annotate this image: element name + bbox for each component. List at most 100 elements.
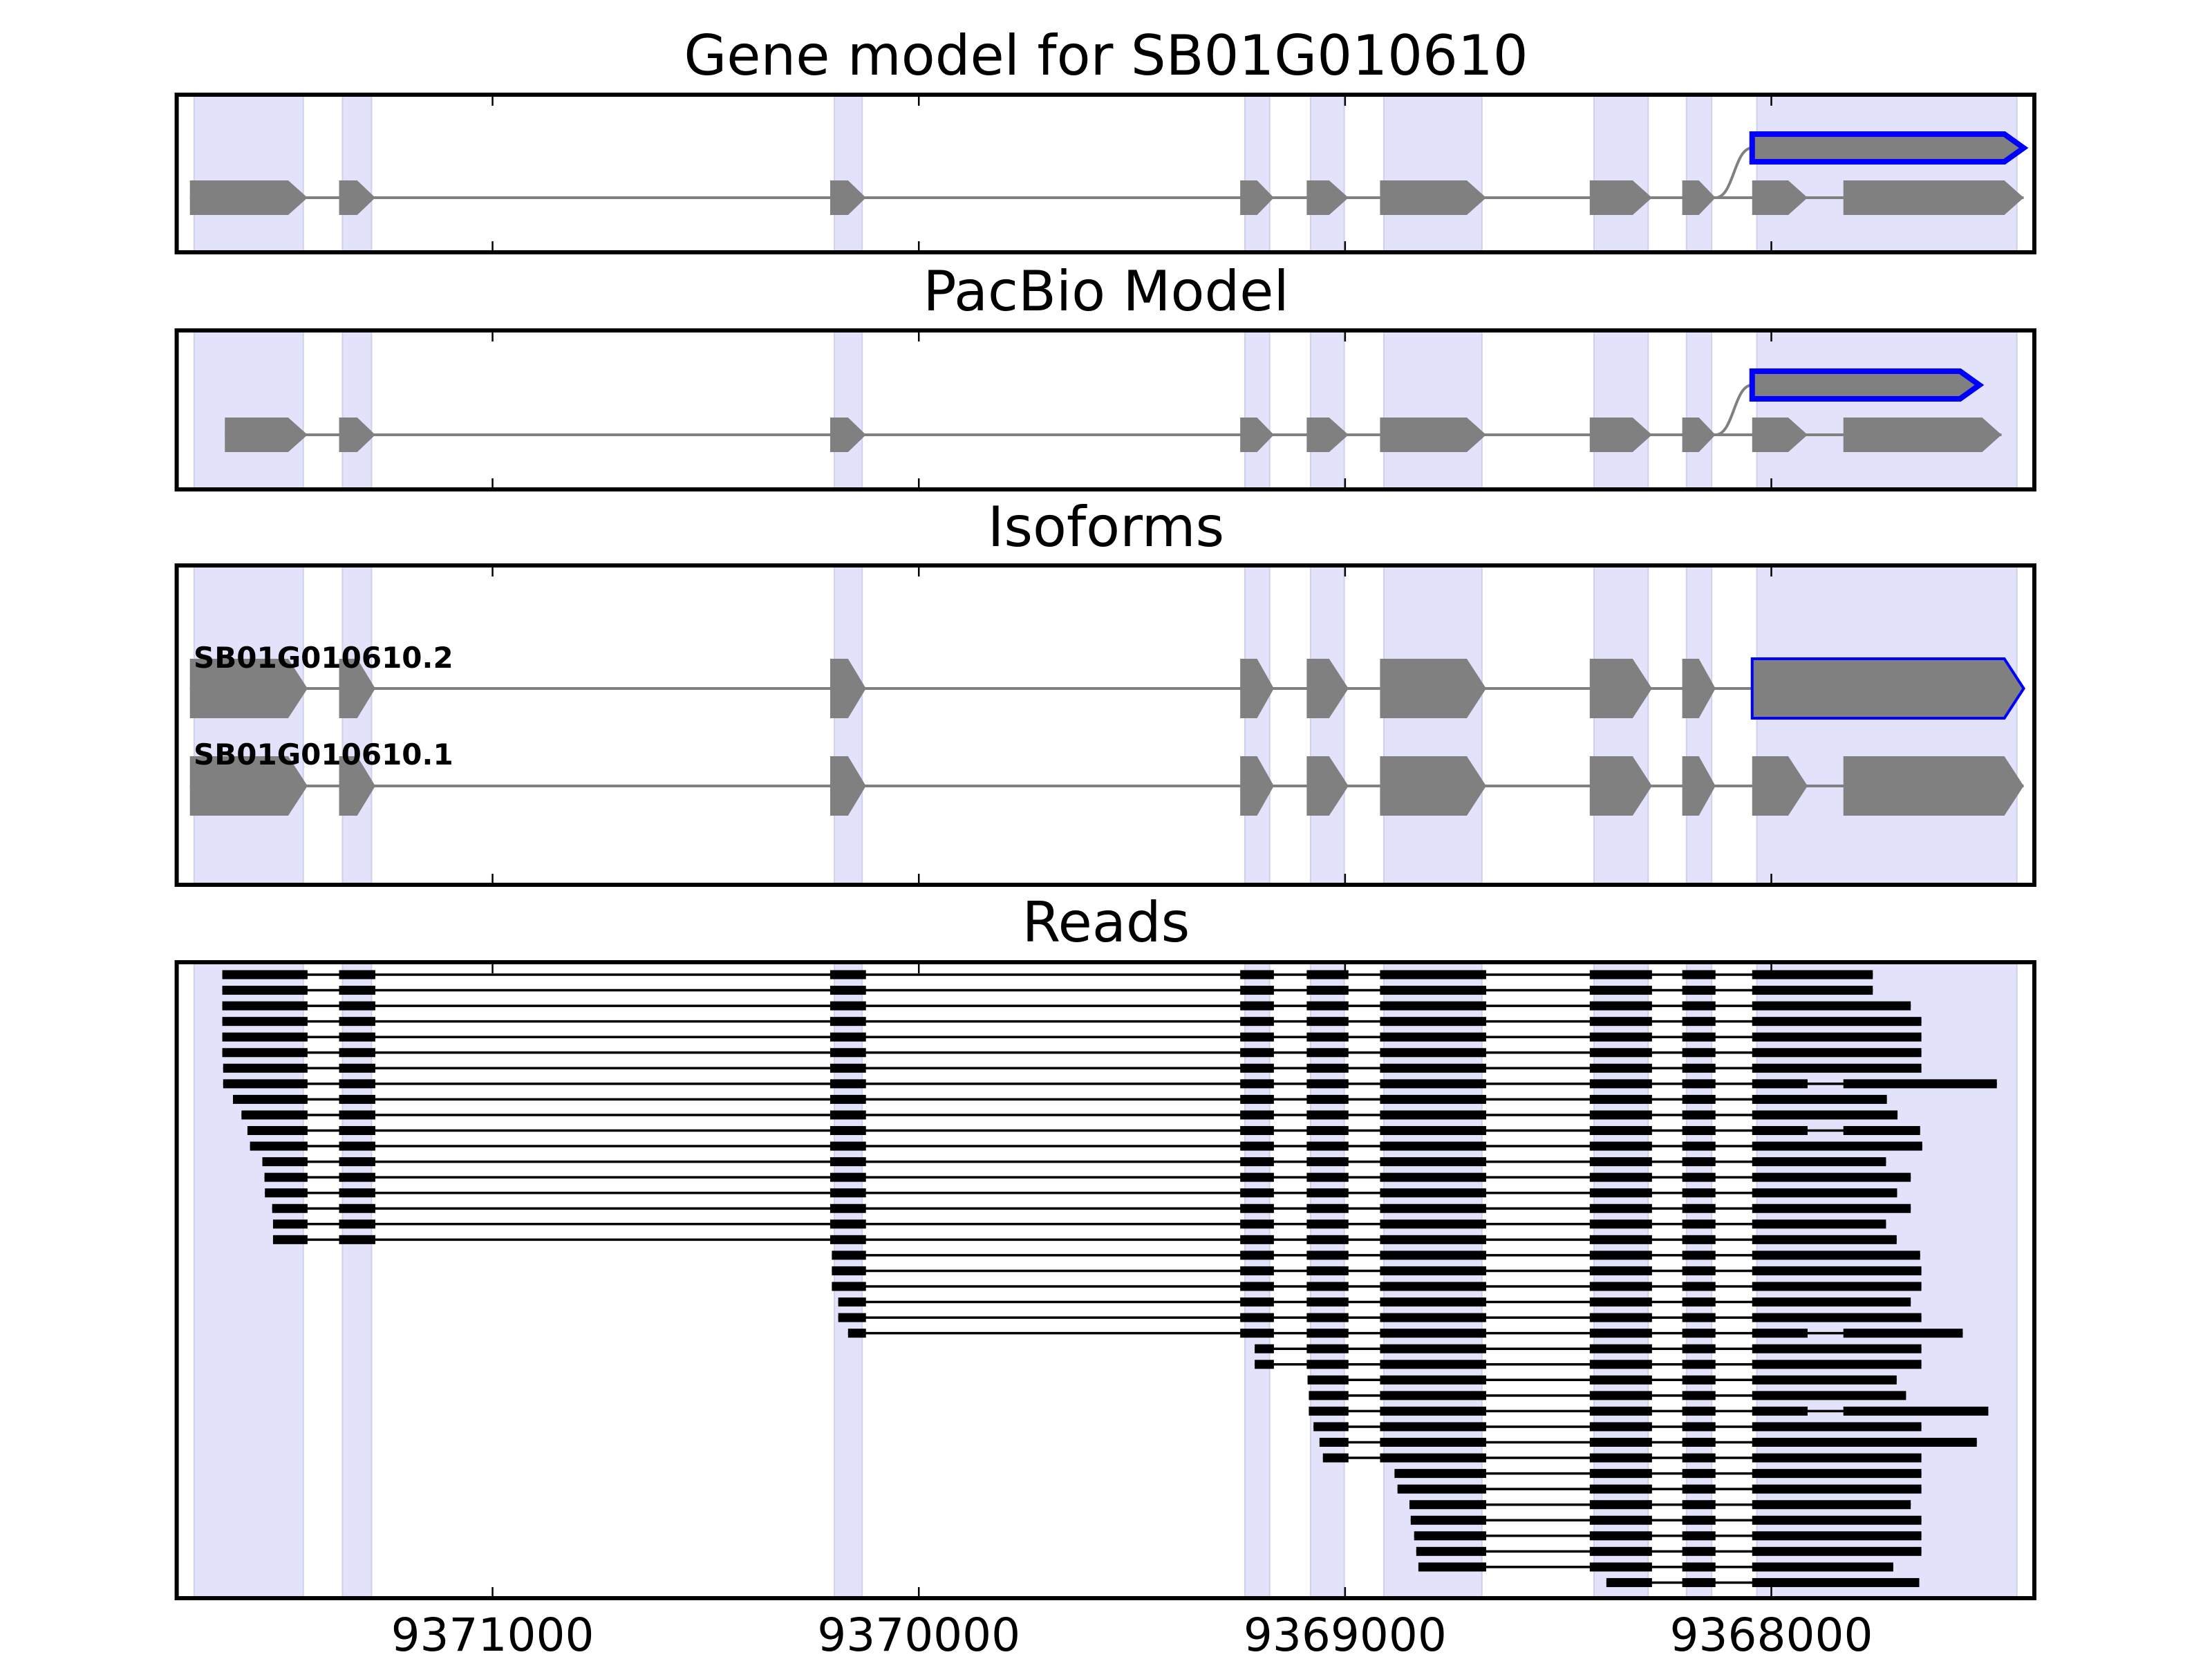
read-block	[1240, 1172, 1274, 1182]
read-block	[1752, 1017, 1922, 1027]
read-block	[1306, 1360, 1349, 1369]
frames-layer	[174, 93, 2036, 1600]
read-block	[339, 1017, 375, 1027]
exon	[1306, 180, 1349, 215]
read-block	[830, 1063, 866, 1073]
exon	[1240, 418, 1274, 452]
read-block	[1682, 1219, 1716, 1229]
read-block	[832, 1282, 866, 1291]
exon	[1306, 756, 1349, 816]
read-block	[1752, 1329, 1808, 1338]
read-block	[1752, 1001, 1911, 1011]
read-block	[1589, 1094, 1652, 1104]
read-block	[1682, 1500, 1716, 1510]
exon	[1240, 180, 1274, 215]
exon	[339, 418, 375, 452]
exon	[1380, 418, 1486, 452]
read-block	[272, 1219, 308, 1229]
read-block	[1682, 1484, 1716, 1494]
alt-exon	[1750, 657, 2025, 720]
read-block	[1752, 1438, 1977, 1447]
read-block	[1589, 1469, 1652, 1479]
read-block	[1380, 1406, 1486, 1416]
read-block	[1240, 1157, 1274, 1167]
read-block	[1240, 1313, 1274, 1322]
read-block	[1752, 970, 1873, 980]
highlight-region	[1685, 330, 1713, 490]
title-isoforms: Isoforms	[988, 495, 1224, 559]
read-block	[1843, 1329, 1963, 1338]
read-block	[339, 1188, 375, 1198]
read-block	[830, 1048, 866, 1058]
read-block	[1306, 1063, 1349, 1073]
read-block	[1589, 1157, 1652, 1167]
read-block	[1240, 1219, 1274, 1229]
read-block	[1682, 1001, 1716, 1011]
read-block	[1682, 1329, 1716, 1338]
exon	[830, 659, 866, 718]
read-block	[1409, 1500, 1486, 1510]
highlight-region	[1309, 565, 1345, 885]
read-block	[1682, 1453, 1716, 1463]
exon	[189, 756, 308, 816]
read-block	[1380, 1094, 1486, 1104]
read-block	[1240, 1001, 1274, 1011]
read-block	[830, 1157, 866, 1167]
highlight-region	[341, 330, 373, 490]
read-block	[1752, 1360, 1922, 1369]
read-block	[1306, 1048, 1349, 1058]
read-block	[1589, 1313, 1652, 1322]
exon	[830, 418, 866, 452]
read-block	[262, 1157, 308, 1167]
read-block	[1752, 1157, 1886, 1167]
highlight-region	[1756, 330, 2018, 490]
read-block	[1682, 1391, 1716, 1400]
read-block	[1589, 1282, 1652, 1291]
read-block	[1752, 1562, 1893, 1572]
read-block	[1418, 1562, 1486, 1572]
read-block	[1589, 1141, 1652, 1151]
read-block	[1306, 1032, 1349, 1042]
read-block	[339, 1141, 375, 1151]
read-block	[1240, 970, 1274, 980]
read-block	[339, 1001, 375, 1011]
read-block	[1306, 1017, 1349, 1027]
read-block	[1380, 1375, 1486, 1385]
read-block	[1380, 1266, 1486, 1275]
read-block	[1752, 1110, 1898, 1120]
read-block	[339, 1219, 375, 1229]
read-block	[1306, 1235, 1349, 1244]
read-block	[1752, 1094, 1887, 1104]
title-pacbio-model: PacBio Model	[923, 259, 1288, 324]
alt-exon	[1749, 368, 1985, 402]
read-block	[1843, 1126, 1920, 1135]
read-block	[1752, 1344, 1922, 1353]
read-block	[1682, 1562, 1716, 1572]
read-block	[1240, 1297, 1274, 1307]
read-block	[1752, 1141, 1922, 1151]
read-block	[1306, 1001, 1349, 1011]
read-block	[1682, 1094, 1716, 1104]
isoform-label: SB01G010610.2	[194, 641, 453, 675]
read-block	[1752, 1422, 1922, 1432]
read-block	[1589, 1406, 1652, 1416]
read-block	[1306, 1250, 1349, 1260]
read-block	[1752, 1577, 1920, 1587]
exon	[1589, 756, 1652, 816]
read-block	[1240, 1203, 1274, 1213]
read-block	[247, 1126, 308, 1135]
read-block	[1380, 1313, 1486, 1322]
exon	[1752, 418, 1808, 452]
read-block	[1306, 1126, 1349, 1135]
highlight-region	[1593, 330, 1649, 490]
read-block	[1589, 1126, 1652, 1135]
read-block	[1306, 1094, 1349, 1104]
highlight-region	[193, 94, 304, 253]
read-block	[830, 1203, 866, 1213]
exon	[830, 756, 866, 816]
read-block	[1240, 1188, 1274, 1198]
read-block	[1380, 1079, 1486, 1089]
read-block	[830, 1001, 866, 1011]
read-block	[1752, 1063, 1922, 1073]
read-block	[1752, 1032, 1922, 1042]
